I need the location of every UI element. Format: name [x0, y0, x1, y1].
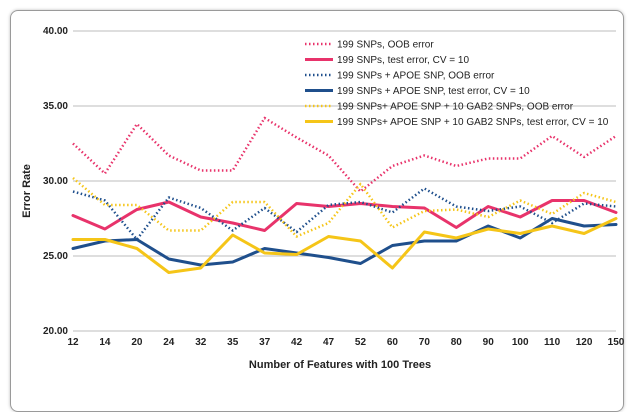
x-tick-label: 32: [195, 337, 207, 348]
x-tick-label: 35: [227, 337, 239, 348]
x-tick-label: 80: [451, 337, 463, 348]
y-tick-label: 30.00: [43, 176, 68, 187]
series-line-0: [72, 116, 617, 193]
series-line-5: [71, 217, 618, 274]
x-tick-label: 14: [99, 337, 111, 348]
x-tick-label: 120: [576, 337, 593, 348]
series-line-2: [72, 187, 617, 241]
series-line-3: [71, 217, 618, 267]
legend-entry-4: 199 SNPs+ APOE SNP + 10 GAB2 SNPs, OOB e…: [337, 102, 574, 113]
legend-entry-2: 199 SNPs + APOE SNP, OOB error: [337, 71, 495, 82]
x-tick-label: 24: [163, 337, 175, 348]
legend-entry-3: 199 SNPs + APOE SNP, test error, CV = 10: [337, 86, 530, 97]
y-tick-label: 35.00: [43, 101, 68, 112]
x-tick-label: 60: [387, 337, 399, 348]
x-axis-label: Number of Features with 100 Trees: [249, 359, 431, 371]
x-tick-label: 20: [131, 337, 143, 348]
legend-entry-0: 199 SNPs, OOB error: [337, 40, 434, 51]
x-tick-label: 150: [608, 337, 625, 348]
x-tick-label: 52: [355, 337, 367, 348]
y-tick-label: 40.00: [43, 26, 68, 37]
legend-entry-5: 199 SNPs+ APOE SNP + 10 GAB2 SNPs, test …: [337, 117, 609, 128]
x-tick-label: 12: [67, 337, 79, 348]
legend-entry-1: 199 SNPs, test error, CV = 10: [337, 55, 469, 66]
legend: 199 SNPs, OOB error 199 SNPs, test error,…: [305, 40, 609, 128]
y-tick-label: 20.00: [43, 326, 68, 337]
x-tick-label: 42: [291, 337, 303, 348]
x-tick-label: 90: [483, 337, 495, 348]
y-tick-label: 25.00: [43, 251, 68, 262]
x-tick-labels: 12 14 20 24 32 35 37 42 47 52 60 70 80 90 100 110 120 150: [67, 337, 624, 348]
series-lines: [71, 116, 618, 274]
error-rate-line-chart: 20.00 25.00 30.00 35.00 40.00 12 14 20 24 32 35 37…: [21, 26, 625, 371]
x-tick-label: 70: [419, 337, 431, 348]
y-tick-labels: 20.00 25.00 30.00 35.00 40.00: [43, 26, 68, 337]
x-tick-label: 100: [512, 337, 529, 348]
y-axis-label: Error Rate: [21, 164, 33, 218]
x-tick-label: 37: [259, 337, 271, 348]
x-tick-label: 47: [323, 337, 335, 348]
series-line-4: [72, 177, 617, 238]
x-tick-label: 110: [544, 337, 561, 348]
